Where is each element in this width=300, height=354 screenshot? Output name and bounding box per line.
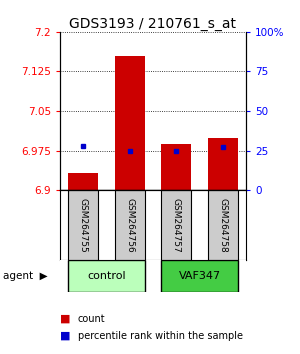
Bar — [68, 190, 98, 261]
Text: GSM264757: GSM264757 — [172, 198, 181, 253]
Bar — [161, 144, 191, 190]
Bar — [115, 56, 145, 190]
Text: VAF347: VAF347 — [178, 271, 220, 281]
Title: GDS3193 / 210761_s_at: GDS3193 / 210761_s_at — [70, 17, 236, 31]
Bar — [161, 261, 238, 292]
Bar — [68, 173, 98, 190]
Text: GSM264755: GSM264755 — [79, 198, 88, 253]
Text: GSM264756: GSM264756 — [125, 198, 134, 253]
Text: control: control — [87, 271, 126, 281]
Bar — [115, 190, 145, 261]
Text: ■: ■ — [60, 331, 70, 341]
Text: agent  ▶: agent ▶ — [3, 271, 48, 281]
Text: ■: ■ — [60, 314, 70, 324]
Bar — [208, 138, 238, 190]
Text: percentile rank within the sample: percentile rank within the sample — [78, 331, 243, 341]
Bar — [161, 190, 191, 261]
Bar — [68, 261, 145, 292]
Text: count: count — [78, 314, 106, 324]
Bar — [208, 190, 238, 261]
Text: GSM264758: GSM264758 — [218, 198, 227, 253]
